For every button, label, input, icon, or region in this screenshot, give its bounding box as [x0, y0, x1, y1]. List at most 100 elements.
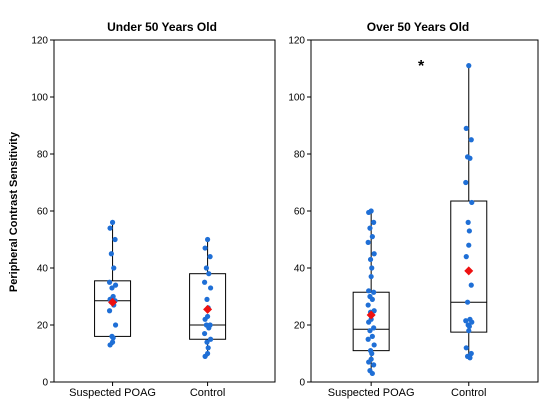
- data-point: [202, 316, 208, 322]
- data-point: [106, 279, 113, 285]
- data-point: [468, 282, 474, 288]
- mean-marker: [108, 297, 118, 307]
- data-point: [369, 333, 375, 339]
- y-tick-label: 40: [294, 264, 306, 275]
- data-point: [112, 282, 119, 288]
- y-tick-label: 80: [37, 150, 49, 161]
- significance-marker: *: [418, 58, 425, 75]
- data-point: [464, 299, 471, 305]
- data-point: [367, 225, 373, 231]
- data-point: [467, 355, 473, 361]
- category-label: Suspected POAG: [328, 387, 415, 399]
- plot-frame: [53, 39, 276, 383]
- y-tick-label: 100: [288, 93, 305, 104]
- data-point: [365, 302, 371, 308]
- data-point: [371, 219, 377, 225]
- data-point: [202, 245, 208, 251]
- panel-title: Under 50 Years Old: [107, 20, 217, 34]
- data-point: [366, 209, 372, 216]
- y-tick-label: 60: [37, 207, 49, 218]
- y-tick-label: 120: [31, 36, 48, 47]
- data-point: [468, 137, 474, 143]
- data-point: [371, 362, 377, 368]
- y-tick-label: 40: [37, 264, 49, 275]
- data-point: [204, 236, 211, 243]
- data-point: [112, 322, 119, 328]
- data-point: [369, 350, 375, 357]
- data-point: [468, 350, 474, 357]
- data-point: [111, 265, 117, 271]
- data-point: [202, 353, 208, 359]
- data-point: [366, 288, 372, 294]
- data-point: [466, 328, 472, 334]
- data-point: [369, 296, 375, 302]
- data-point: [207, 285, 214, 291]
- data-point: [109, 219, 116, 225]
- data-point: [201, 330, 208, 337]
- data-point: [367, 328, 373, 334]
- data-point: [371, 342, 377, 348]
- data-point: [107, 342, 113, 348]
- category-label: Control: [451, 387, 486, 399]
- data-point: [371, 251, 377, 257]
- category-label: Suspected POAG: [69, 387, 156, 399]
- data-point: [112, 236, 118, 243]
- data-point: [106, 308, 113, 314]
- data-point: [366, 319, 372, 325]
- data-point: [365, 336, 371, 342]
- data-point: [201, 279, 208, 285]
- data-point: [108, 251, 114, 257]
- y-tick-label: 120: [288, 36, 305, 47]
- mean-marker: [366, 310, 376, 320]
- data-point: [110, 335, 116, 341]
- data-point: [107, 225, 113, 231]
- data-point: [463, 345, 469, 351]
- data-point: [469, 319, 475, 325]
- data-point: [369, 370, 375, 377]
- category-label: Control: [190, 387, 225, 399]
- y-tick-label: 0: [299, 378, 305, 389]
- data-point: [204, 339, 210, 345]
- data-point: [466, 242, 472, 248]
- data-point: [205, 345, 211, 351]
- data-point: [467, 155, 473, 161]
- data-point: [466, 323, 472, 330]
- data-point: [206, 325, 212, 331]
- y-tick-label: 100: [31, 93, 48, 104]
- data-point: [206, 271, 212, 277]
- data-point: [369, 265, 375, 271]
- data-point: [466, 228, 472, 234]
- y-tick-label: 60: [294, 207, 306, 218]
- y-tick-label: 20: [294, 321, 306, 332]
- data-point: [463, 254, 469, 260]
- data-point: [109, 285, 115, 291]
- data-point: [371, 325, 377, 331]
- data-point: [369, 234, 375, 240]
- data-point: [367, 256, 374, 263]
- data-point: [465, 219, 471, 225]
- mean-marker: [203, 304, 213, 314]
- data-point: [207, 336, 214, 342]
- data-point: [203, 265, 209, 271]
- data-point: [466, 63, 472, 69]
- plot-frame: [310, 39, 539, 383]
- data-point: [469, 199, 475, 206]
- panel-under-50: Under 50 Years Old 0 20 40 60 80 100 120 Suspec…: [31, 20, 276, 399]
- data-point: [463, 125, 469, 131]
- y-axis-label: Peripheral Contrast Sensitivity: [8, 131, 20, 292]
- y-tick-label: 0: [42, 378, 48, 389]
- data-point: [368, 273, 374, 280]
- data-point: [366, 359, 372, 365]
- data-point: [204, 296, 210, 302]
- data-point: [207, 254, 213, 260]
- y-tick-label: 80: [294, 150, 306, 161]
- panel-over-50: Over 50 Years Old 0 20 40 60 80 100 120 * Suspec…: [288, 20, 539, 399]
- data-point: [463, 179, 469, 186]
- data-point: [365, 239, 371, 245]
- data-point: [463, 318, 469, 324]
- mean-marker: [464, 266, 474, 276]
- panel-title: Over 50 Years Old: [367, 20, 470, 34]
- y-tick-label: 20: [37, 321, 49, 332]
